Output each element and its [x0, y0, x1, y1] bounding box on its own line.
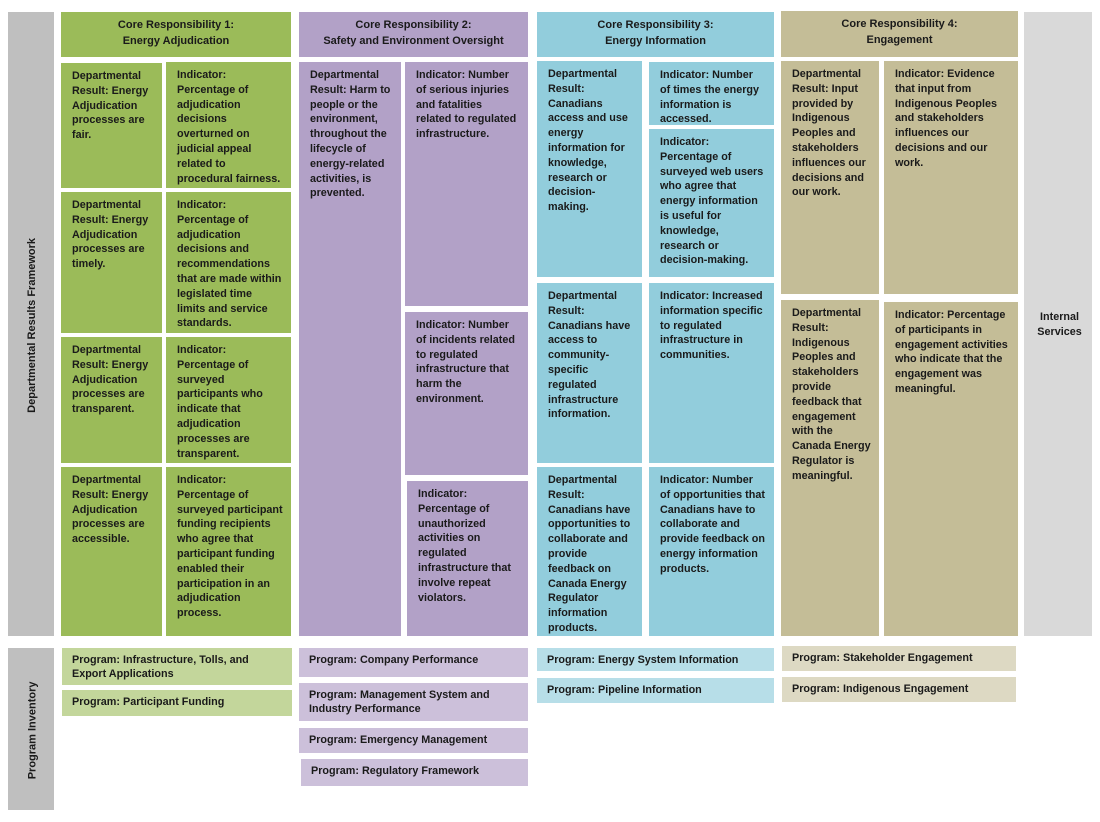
- program: Program: Regulatory Framework: [301, 759, 528, 786]
- indicator: Indicator: Evidence that input from Indi…: [884, 61, 1018, 294]
- program: Program: Stakeholder Engagement: [782, 646, 1016, 671]
- program: Program: Energy System Information: [537, 648, 774, 671]
- departmental-result: Departmental Result: Canadians have acce…: [537, 283, 642, 463]
- cr4-title: Core Responsibility 4:: [841, 18, 958, 30]
- departmental-result: Departmental Result: Energy Adjudication…: [61, 63, 162, 188]
- cr2-subtitle: Safety and Environment Oversight: [323, 35, 504, 47]
- cr3-header: Core Responsibility 3: Energy Information: [537, 12, 774, 57]
- program: Program: Pipeline Information: [537, 678, 774, 703]
- indicator: Indicator: Percentage of surveyed partic…: [166, 467, 291, 636]
- departmental-result: Departmental Result: Harm to people or t…: [299, 62, 401, 636]
- departmental-result: Departmental Result: Canadians access an…: [537, 61, 642, 277]
- cr2-title: Core Responsibility 2:: [355, 19, 472, 31]
- indicator: Indicator: Percentage of participants in…: [884, 302, 1018, 636]
- cr4-header: Core Responsibility 4: Engagement: [781, 11, 1018, 57]
- departmental-result: Departmental Result: Energy Adjudication…: [61, 192, 162, 333]
- cr3-title: Core Responsibility 3:: [597, 19, 714, 31]
- indicator: Indicator: Number of opportunities that …: [649, 467, 774, 636]
- indicator: Indicator: Number of serious injuries an…: [405, 62, 528, 306]
- cr1-subtitle: Energy Adjudication: [122, 35, 230, 47]
- departmental-result: Departmental Result: Energy Adjudication…: [61, 467, 162, 636]
- cr3-subtitle: Energy Information: [605, 35, 706, 47]
- indicator: Indicator: Percentage of adjudication de…: [166, 62, 291, 188]
- inventory-label: Program Inventory: [8, 648, 54, 810]
- program: Program: Infrastructure, Tolls, and Expo…: [62, 648, 292, 685]
- indicator: Indicator: Percentage of adjudication de…: [166, 192, 291, 333]
- program: Program: Participant Funding: [62, 690, 292, 716]
- departmental-result: Departmental Result: Indigenous Peoples …: [781, 300, 879, 636]
- indicator: Indicator: Increased information specifi…: [649, 283, 774, 463]
- inventory-label-text: Program Inventory: [26, 681, 39, 779]
- indicator: Indicator: Number of times the energy in…: [649, 62, 774, 125]
- program: Program: Indigenous Engagement: [782, 677, 1016, 702]
- program: Program: Management System and Industry …: [299, 683, 528, 721]
- indicator: Indicator: Percentage of surveyed partic…: [166, 337, 291, 463]
- cr1-title: Core Responsibility 1:: [117, 19, 235, 31]
- indicator: Indicator: Percentage of surveyed web us…: [649, 129, 774, 277]
- framework-label: Departmental Results Framework: [8, 12, 54, 636]
- indicator: Indicator: Number of incidents related t…: [405, 312, 528, 475]
- cr2-header: Core Responsibility 2: Safety and Environ…: [299, 12, 528, 57]
- departmental-result: Departmental Result: Energy Adjudication…: [61, 337, 162, 463]
- departmental-result: Departmental Result: Canadians have oppo…: [537, 467, 642, 636]
- indicator: Indicator: Percentage of unauthorized ac…: [407, 481, 528, 636]
- departmental-result: Departmental Result: Input provided by I…: [781, 61, 879, 294]
- cr1-header: Core Responsibility 1: Energy Adjudicatio…: [61, 12, 291, 57]
- program: Program: Emergency Management: [299, 728, 528, 753]
- framework-label-text: Departmental Results Framework: [26, 237, 39, 413]
- internal-services: Internal Services: [1024, 12, 1092, 636]
- program: Program: Company Performance: [299, 648, 528, 677]
- cr4-subtitle: Engagement: [866, 34, 933, 46]
